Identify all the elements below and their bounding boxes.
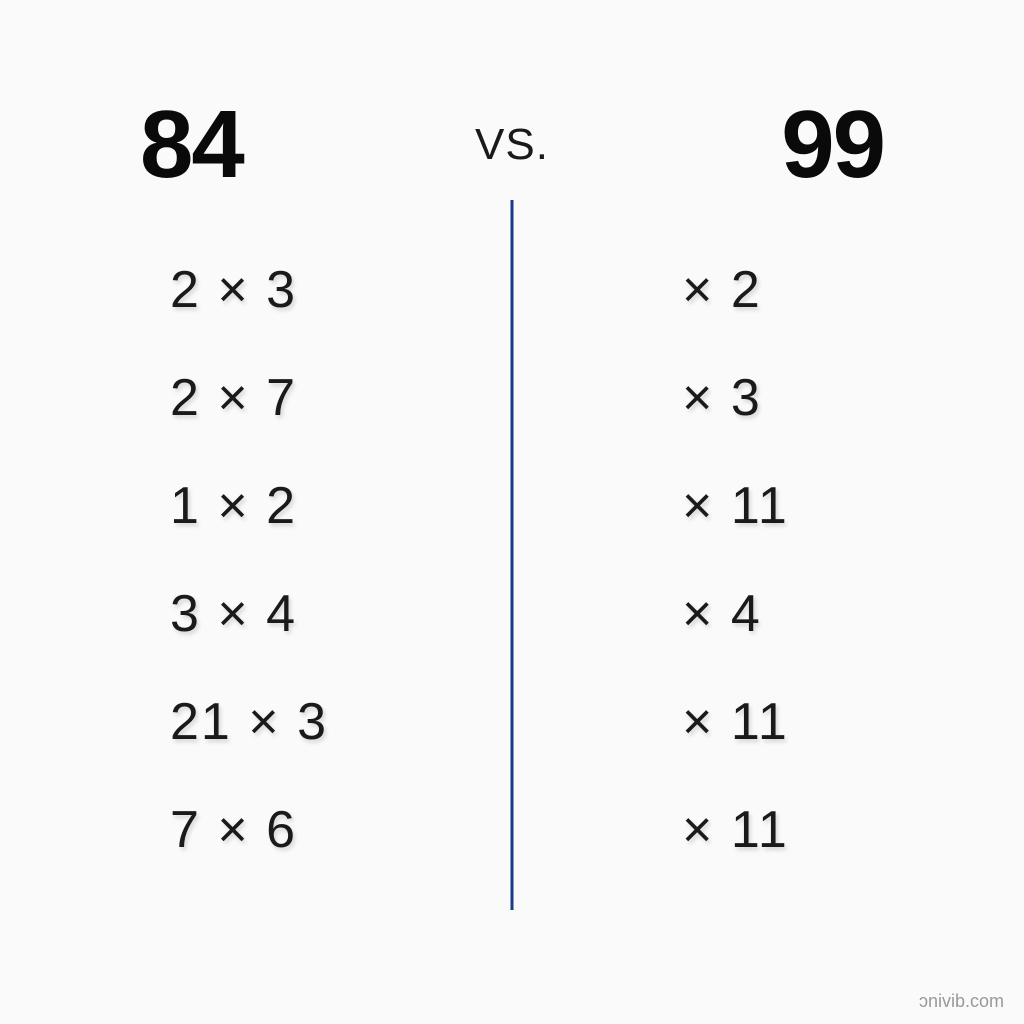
expression-item: × 4 xyxy=(682,584,924,644)
left-column: 2 × 3 2 × 7 1 × 2 3 × 4 21 × 3 7 × 6 xyxy=(60,250,512,970)
expression-item: 21 × 3 xyxy=(170,692,472,752)
right-column: × 2 × 3 × 11 × 4 × 11 × 11 xyxy=(512,250,964,970)
watermark: ɔnivib.com xyxy=(919,991,1004,1012)
vertical-divider xyxy=(511,200,514,910)
right-number: 99 xyxy=(781,90,884,200)
header-row: 84 VS. 99 xyxy=(60,90,964,200)
expression-item: 3 × 4 xyxy=(170,584,472,644)
expression-item: × 2 xyxy=(682,260,924,320)
vs-label: VS. xyxy=(475,120,549,170)
left-number: 84 xyxy=(140,90,243,200)
expression-item: × 3 xyxy=(682,368,924,428)
comparison-infographic: 84 VS. 99 2 × 3 2 × 7 1 × 2 3 × 4 21 × 3… xyxy=(0,0,1024,1024)
expression-item: 2 × 3 xyxy=(170,260,472,320)
expression-item: 7 × 6 xyxy=(170,800,472,860)
expression-item: × 11 xyxy=(682,800,924,860)
expression-item: 2 × 7 xyxy=(170,368,472,428)
expression-item: × 11 xyxy=(682,692,924,752)
expression-item: 1 × 2 xyxy=(170,476,472,536)
expression-item: × 11 xyxy=(682,476,924,536)
